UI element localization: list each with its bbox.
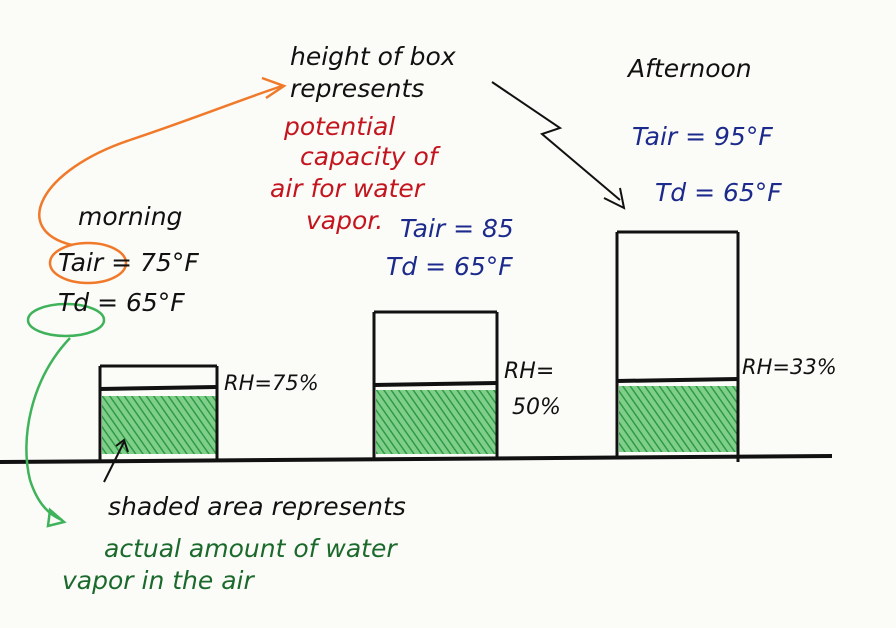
scenario-label: Afternoon <box>626 54 752 83</box>
annotation-highlight: potential <box>283 112 395 141</box>
footnote-line: shaded area represents <box>108 492 406 521</box>
footnote-line: vapor in the air <box>62 566 255 595</box>
scenario-label: morning <box>78 202 182 231</box>
orange-oval <box>48 241 128 285</box>
relative-humidity: RH= <box>504 359 554 384</box>
air-temperature: Tair = 95°F <box>632 122 773 151</box>
green-arrow <box>25 337 71 522</box>
green-oval <box>26 302 106 338</box>
box-midday <box>372 310 499 458</box>
air-temperature: Tair = 85 <box>400 214 514 243</box>
relative-humidity: RH=33% <box>742 355 837 379</box>
annotation-highlight: air for water <box>270 174 426 203</box>
box-morning <box>98 364 219 460</box>
dew-point: Td = 65°F <box>655 178 782 207</box>
ground-line <box>0 454 833 464</box>
black-arrow <box>491 81 621 201</box>
orange-arrow <box>38 84 283 247</box>
green-arrowhead <box>46 507 67 528</box>
orange-arrowhead <box>261 76 287 100</box>
annotation-line: height of box <box>290 42 456 71</box>
dew-point: Td = 65°F <box>58 288 185 317</box>
small-arrow <box>103 438 129 483</box>
relative-humidity: 50% <box>512 395 561 420</box>
footnote-line: actual amount of water <box>104 534 398 563</box>
annotation-highlight: vapor. <box>306 206 383 235</box>
air-temperature: Tair = 75°F <box>58 248 199 277</box>
annotation-line: represents <box>290 74 424 103</box>
box-afternoon <box>615 230 740 462</box>
dew-point: Td = 65°F <box>386 252 513 281</box>
relative-humidity: RH=75% <box>224 371 319 395</box>
black-arrowhead <box>603 187 626 210</box>
annotation-highlight: capacity of <box>300 142 441 171</box>
